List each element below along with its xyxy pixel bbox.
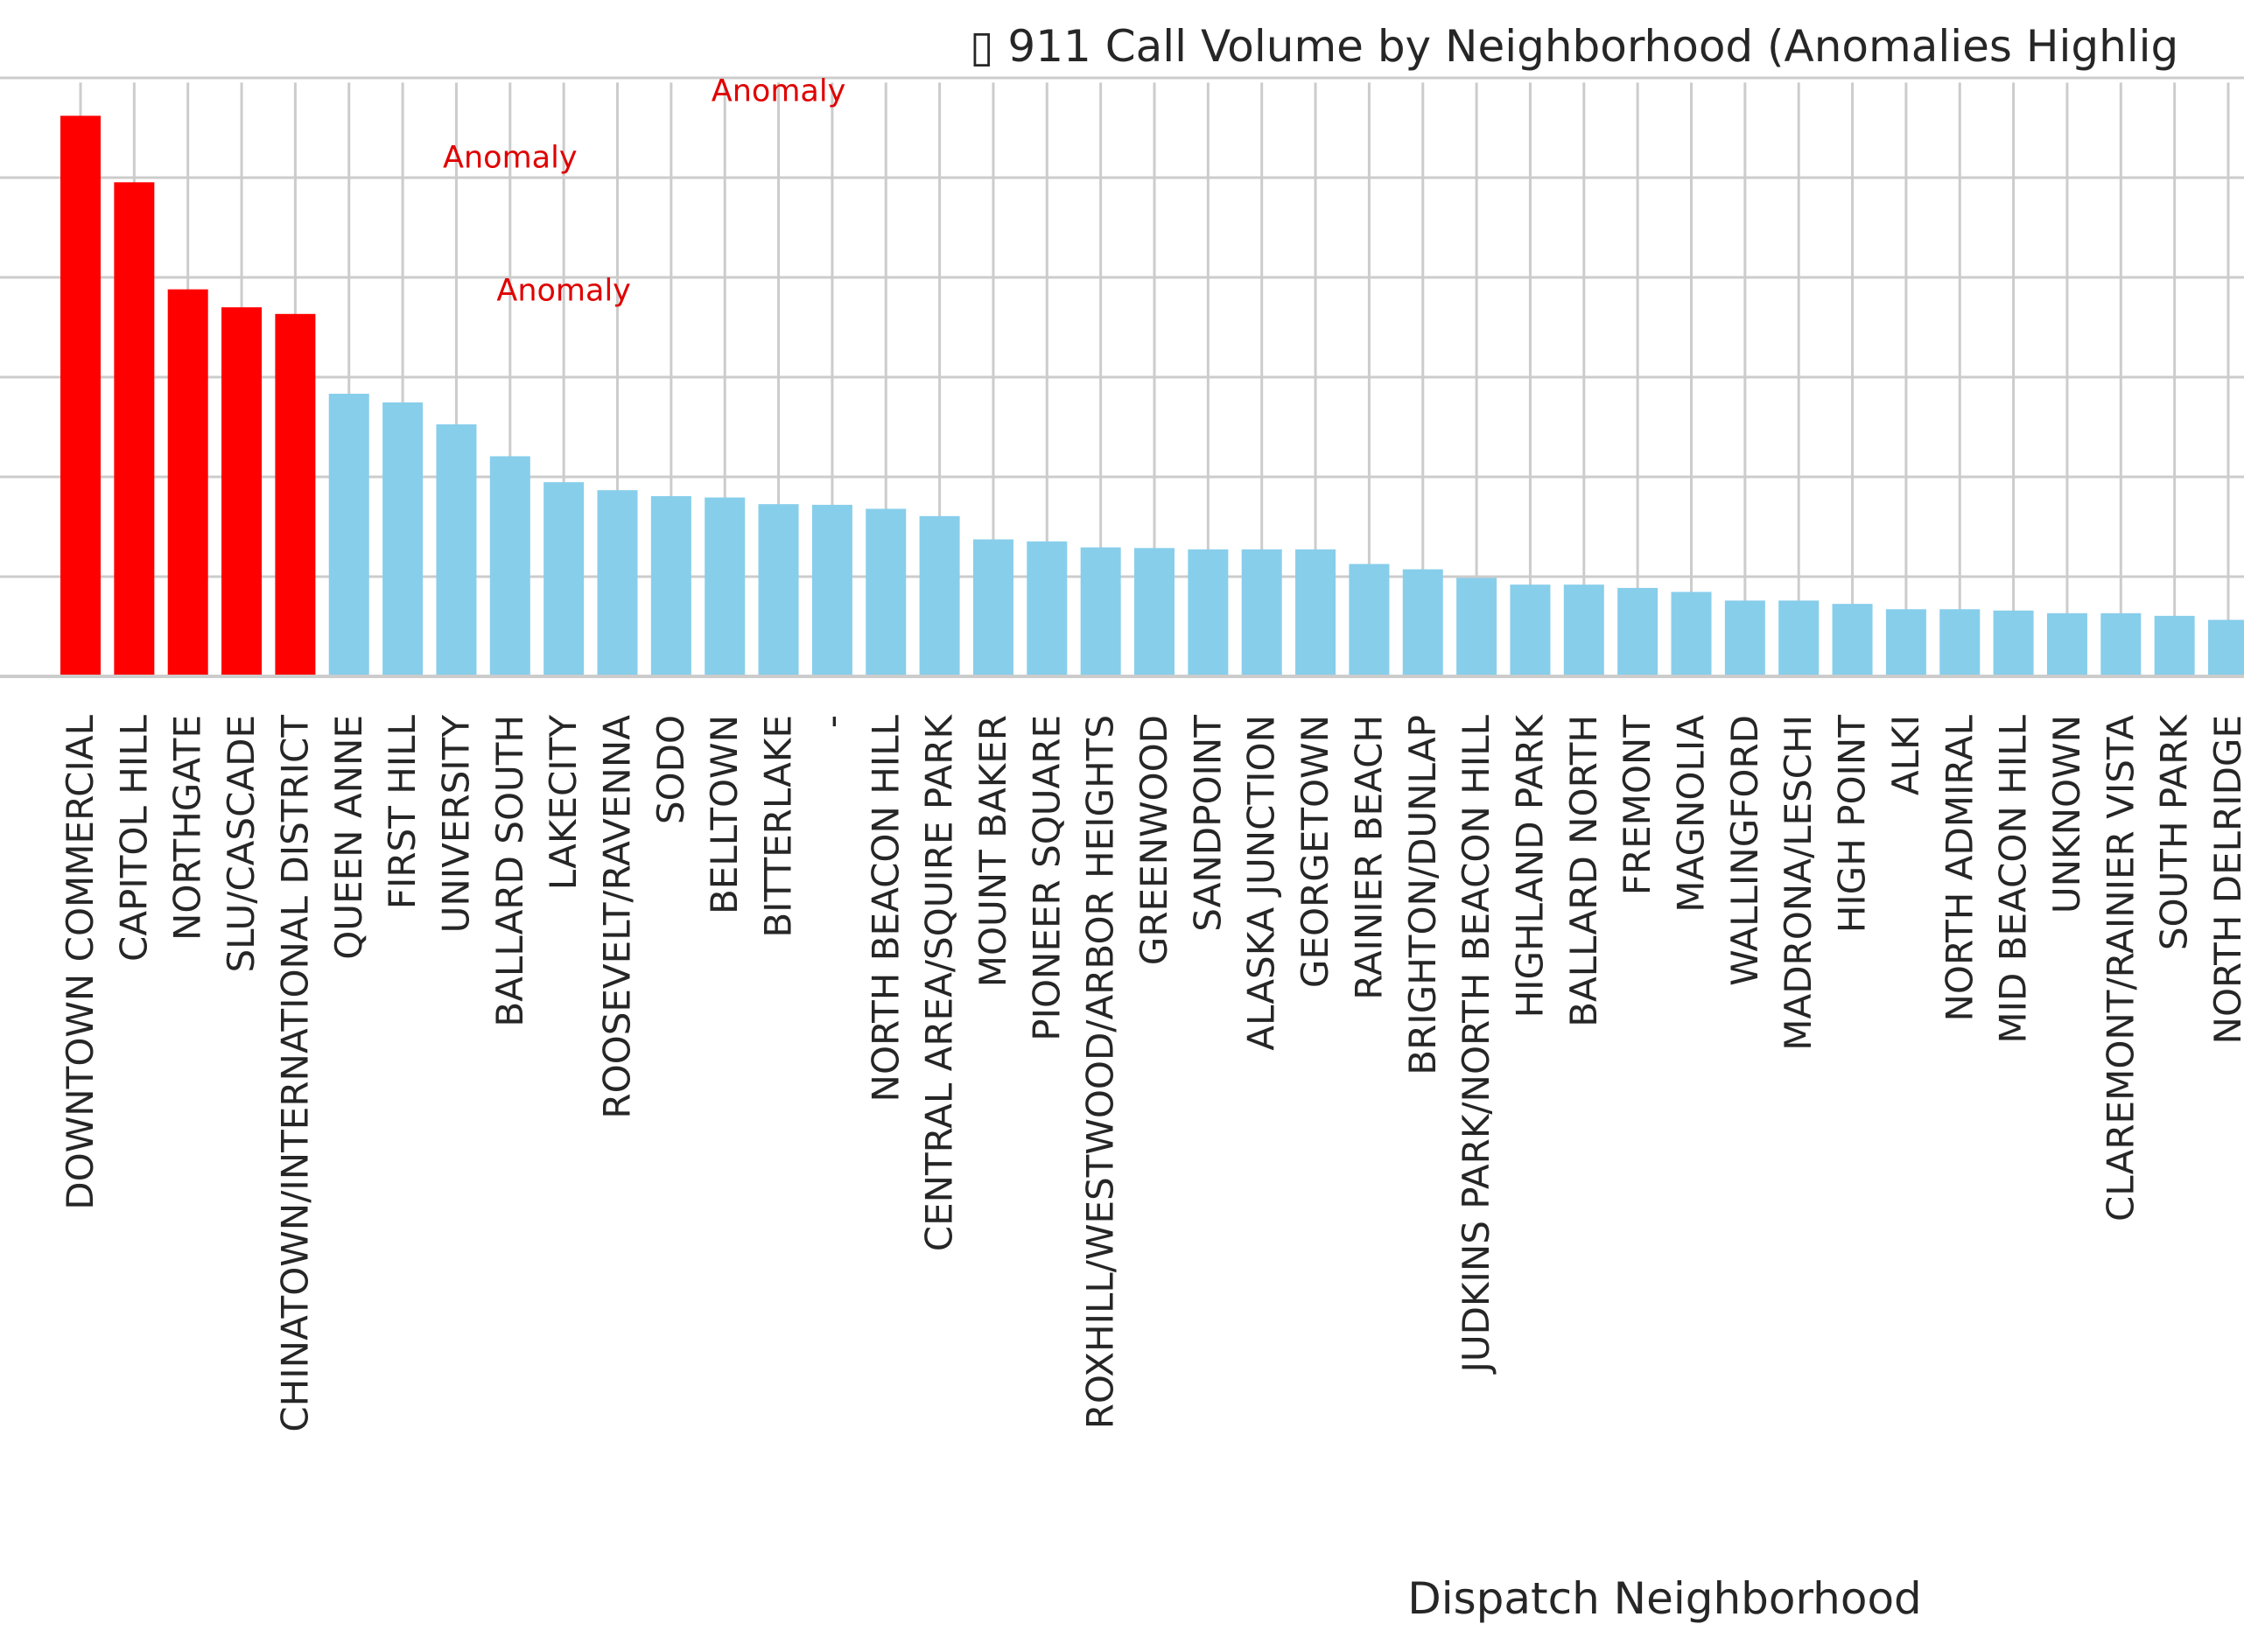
x-tick-label: DOWNTOWN COMMERCIAL — [59, 714, 102, 1209]
x-tick-label: BELLTOWN — [703, 715, 746, 914]
bar — [1349, 564, 1390, 676]
x-tick-label: MID BEACON HILL — [1992, 714, 2035, 1043]
x-tick-label: GEORGETOWN — [1294, 715, 1336, 988]
bar — [866, 508, 907, 676]
x-tick-label: SOUTH PARK — [2153, 714, 2196, 951]
bar — [436, 424, 477, 676]
bar — [919, 515, 960, 676]
bar — [221, 307, 263, 676]
bar — [1080, 547, 1121, 676]
x-tick-label: HIGH POINT — [1831, 715, 1874, 934]
x-tick-label: PIONEER SQUARE — [1025, 715, 1068, 1041]
bars — [60, 116, 2244, 676]
x-axis-label: Dispatch Neighborhood — [1407, 1573, 1922, 1624]
x-tick-label: ALASKA JUNCTION — [1240, 715, 1283, 1051]
bar — [705, 497, 746, 676]
bar — [972, 539, 1013, 676]
x-tick-label: CLAREMONT/RAINIER VISTA — [2099, 715, 2142, 1222]
bar — [650, 496, 691, 676]
x-tick-label: BALLARD NORTH — [1562, 715, 1605, 1027]
bar — [2100, 612, 2142, 676]
chart-title: ▯ 911 Call Volume by Neighborhood (Anoma… — [970, 21, 2178, 72]
bar — [1241, 549, 1282, 676]
x-tick-label: - — [810, 715, 853, 728]
bar — [114, 182, 155, 676]
bar — [811, 504, 852, 676]
x-tick-label: NORTHGATE — [166, 715, 209, 941]
bar — [1885, 609, 1926, 676]
bar — [328, 394, 369, 676]
bar — [1563, 584, 1604, 676]
bar — [1993, 610, 2034, 676]
bar — [1671, 592, 1712, 676]
bar — [1402, 569, 1443, 676]
bar — [1456, 578, 1497, 676]
bar — [1939, 609, 1981, 676]
bar — [1617, 587, 1658, 676]
x-tick-label: NORTH DELRIDGE — [2206, 715, 2244, 1044]
x-tick-label: WALLINGFORD — [1723, 715, 1766, 986]
x-tick-label: SLU/CASCADE — [220, 715, 263, 973]
x-tick-label: SANDPOINT — [1186, 715, 1229, 932]
x-tick-label: BITTERLAKE — [757, 715, 800, 938]
bar — [275, 313, 316, 676]
x-tick-label: MOUNT BAKER — [971, 715, 1014, 987]
bar — [60, 116, 101, 676]
bar — [1295, 549, 1336, 676]
x-tick-label: RAINIER BEACH — [1347, 715, 1390, 1000]
bar — [1188, 549, 1229, 676]
x-tick-label: QUEEN ANNE — [327, 715, 370, 960]
x-tick-label: SODO — [649, 715, 692, 824]
x-tick-label: CAPITOL HILL — [112, 714, 155, 962]
x-tick-label: BRIGHTON/DUNLAP — [1401, 715, 1444, 1075]
x-tick-label: FREMONT — [1616, 715, 1658, 896]
bar — [758, 504, 799, 676]
x-tick-label: UNIVERSITY — [434, 715, 477, 934]
x-tick-label: GREENWOOD — [1133, 715, 1175, 965]
bar — [543, 482, 585, 676]
x-tick-label: ALKI — [1884, 715, 1927, 795]
bar — [1510, 584, 1551, 676]
bar — [1134, 548, 1175, 676]
bar — [2208, 620, 2244, 676]
bar — [2154, 615, 2195, 676]
annotations: Anomaly Anomaly Anomaly — [443, 74, 845, 309]
bar — [1027, 541, 1068, 676]
x-tick-label: BALLARD SOUTH — [488, 715, 531, 1027]
x-tick-label: NORTH ADMIRAL — [1938, 714, 1981, 1021]
x-tick-label: JUDKINS PARK/NORTH BEACON HILL — [1455, 714, 1497, 1375]
x-tick-labels: DOWNTOWN COMMERCIAL CAPITOL HILL NORTHGATE… — [59, 714, 2244, 1432]
bar — [597, 490, 638, 676]
x-tick-label: UNKNOWN — [2045, 715, 2088, 914]
bar — [382, 402, 424, 676]
bar — [1724, 600, 1765, 676]
x-tick-label: NORTH BEACON HILL — [864, 714, 907, 1102]
x-tick-label: FIRST HILL — [381, 714, 424, 909]
anomaly-annotation: Anomaly — [712, 74, 846, 109]
x-tick-label: ROXHILL/WESTWOOD/ARBOR HEIGHTS — [1079, 715, 1122, 1429]
bar — [1778, 600, 1820, 676]
x-tick-label: CHINATOWN/INTERNATIONAL DISTRICT — [273, 715, 316, 1432]
x-tick-label: LAKECITY — [542, 715, 585, 891]
bar — [489, 456, 530, 676]
anomaly-annotation: Anomaly — [496, 274, 631, 309]
bar — [1832, 604, 1873, 676]
x-tick-label: CENTRAL AREA/SQUIRE PARK — [918, 714, 961, 1252]
bar — [167, 289, 208, 676]
x-tick-label: HIGHLAND PARK — [1508, 714, 1551, 1018]
x-tick-label: MADRONA/LESCHI — [1777, 715, 1820, 1051]
bar — [2046, 612, 2087, 676]
x-tick-label: MAGNOLIA — [1670, 715, 1713, 913]
x-tick-label: ROOSEVELT/RAVENNA — [596, 715, 639, 1119]
anomaly-annotation: Anomaly — [443, 141, 578, 176]
